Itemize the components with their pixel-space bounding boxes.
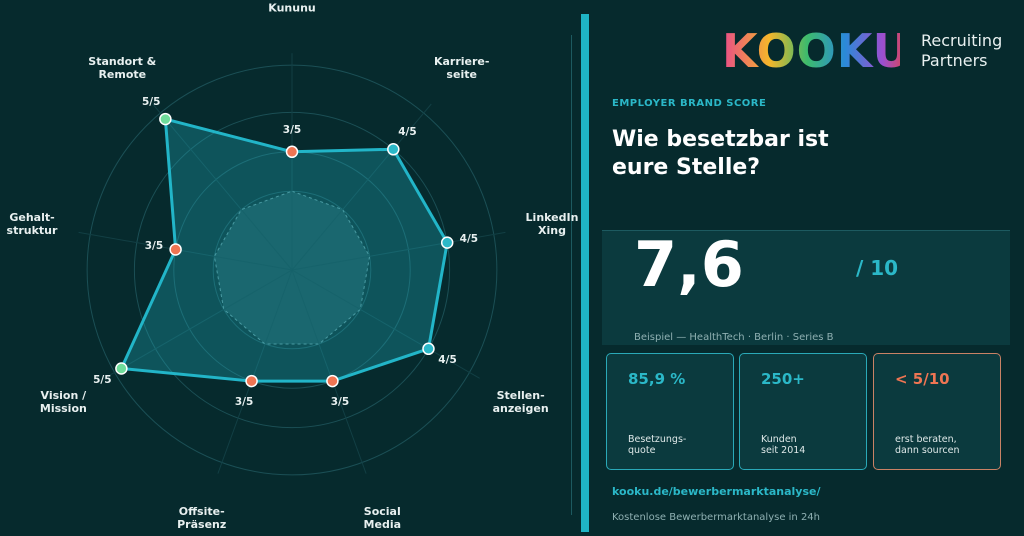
radar-point (422, 342, 435, 356)
value-label: 3/5 (234, 395, 254, 408)
radar-point (115, 362, 128, 375)
spoke (291, 103, 432, 271)
axis-label: Karriere- seite (433, 54, 490, 81)
score-panel (602, 230, 1010, 345)
radar-point (169, 243, 182, 256)
card-value: 85,9 % (628, 370, 686, 388)
spoke (291, 269, 367, 474)
footer: Kostenlose Bewerbermarktanalyse in 24h (612, 512, 821, 523)
card-label: Besetzungs- quote (628, 434, 687, 456)
heading: Wie besetzbar ist eure Stelle? (612, 127, 829, 180)
radar-point (285, 145, 299, 159)
card-label: erst beraten, dann sourcen (895, 434, 960, 456)
radar-point (245, 374, 258, 388)
axis-label: Vision / Mission (39, 389, 87, 415)
card: 85,9 % Besetzungs- quote (606, 353, 734, 470)
radar-point (326, 374, 339, 388)
axis-label: Gehalt- struktur (6, 211, 58, 238)
spoke (78, 231, 293, 271)
link[interactable]: kooku.de/bewerbermarktanalyse/ (612, 485, 821, 498)
value-label: 5/5 (141, 96, 161, 109)
card: < 5/10 erst beraten, dann sourcen (873, 353, 1001, 470)
spoke (291, 269, 480, 379)
score-value: 7,6 (634, 228, 744, 301)
axis-label: Offsite- Präsenz (177, 505, 227, 532)
card-value: < 5/10 (895, 370, 950, 388)
value-label: 4/5 (459, 232, 479, 245)
radar-point (440, 236, 454, 249)
radar-chart (78, 53, 506, 476)
value-label: 3/5 (330, 395, 350, 408)
kicker: EMPLOYER BRAND SCORE (612, 98, 767, 109)
value-label: 3/5 (144, 239, 164, 252)
value-label: 4/5 (398, 126, 417, 139)
value-label: 3/5 (282, 123, 302, 136)
spoke (152, 103, 293, 271)
axis-label: Social Media (363, 505, 402, 532)
radar-point (387, 143, 400, 156)
divider (571, 35, 572, 515)
axis-label: Standort & Remote (88, 54, 157, 81)
logo: KOOKU (722, 24, 900, 78)
card: 250+ Kunden seit 2014 (739, 353, 867, 470)
axis-label: LinkedIn Xing (525, 211, 579, 238)
spoke (104, 269, 293, 379)
value-label: 4/5 (438, 353, 457, 366)
axis-label: Kununu (268, 1, 316, 15)
score-caption: Beispiel — HealthTech · Berlin · Series … (634, 332, 834, 343)
card-value: 250+ (761, 370, 805, 388)
axis-label: Stellen- anzeigen (492, 389, 549, 415)
card-label: Kunden seit 2014 (761, 434, 806, 456)
score-scale: / 10 (856, 256, 899, 280)
radar-area (119, 117, 449, 383)
value-label: 5/5 (93, 373, 112, 386)
accent-bar (581, 14, 589, 532)
tagline: Recruiting Partners (921, 31, 1003, 70)
spoke (217, 269, 293, 474)
spoke (291, 231, 506, 271)
radar-point (159, 112, 172, 126)
logo-text: KOOKU (722, 24, 900, 78)
